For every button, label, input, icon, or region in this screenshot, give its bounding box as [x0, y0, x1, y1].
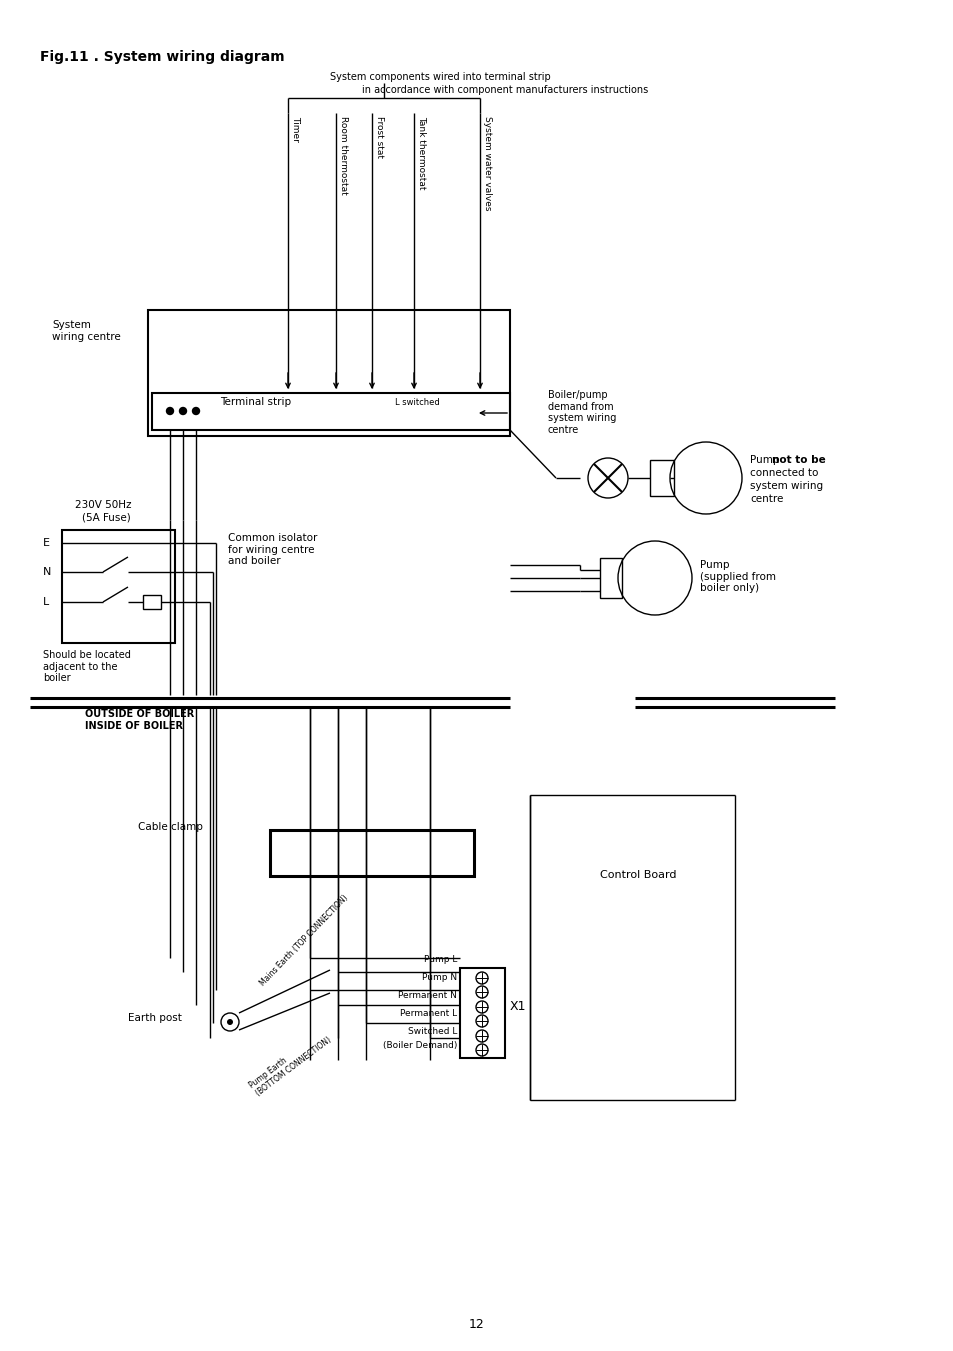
Bar [143, 594, 161, 609]
Bar [649, 459, 673, 496]
Bar [459, 969, 504, 1058]
Text: Control Board: Control Board [599, 870, 676, 880]
Text: Pump: Pump [749, 455, 781, 465]
Circle shape [193, 408, 199, 415]
Bar [270, 830, 474, 875]
Circle shape [167, 408, 173, 415]
Text: Permanent L: Permanent L [399, 1009, 456, 1019]
Text: X1: X1 [510, 1000, 526, 1013]
Text: (Boiler Demand): (Boiler Demand) [382, 1042, 456, 1050]
Text: Common isolator
for wiring centre
and boiler: Common isolator for wiring centre and bo… [228, 534, 317, 566]
Text: Timer: Timer [291, 116, 299, 142]
Text: Switched L: Switched L [407, 1027, 456, 1036]
Bar [62, 530, 174, 643]
Text: Room thermostat: Room thermostat [338, 116, 348, 195]
Bar [152, 393, 510, 430]
Text: N: N [43, 567, 51, 577]
Text: 12: 12 [469, 1319, 484, 1331]
Text: Pump Earth
(BOTTOM CONNECTION): Pump Earth (BOTTOM CONNECTION) [248, 1027, 333, 1098]
Text: Terminal strip: Terminal strip [220, 397, 291, 407]
Text: connected to: connected to [749, 467, 818, 478]
Text: in accordance with component manufacturers instructions: in accordance with component manufacture… [361, 85, 648, 95]
Text: Permanent N: Permanent N [397, 992, 456, 1000]
Text: OUTSIDE OF BOILER: OUTSIDE OF BOILER [85, 709, 194, 719]
Text: System water valves: System water valves [482, 116, 492, 211]
Text: Pump L: Pump L [423, 955, 456, 965]
Bar [599, 558, 621, 598]
Text: Fig.11 . System wiring diagram: Fig.11 . System wiring diagram [40, 50, 284, 63]
Text: system wiring: system wiring [749, 481, 822, 490]
Text: Should be located
adjacent to the
boiler: Should be located adjacent to the boiler [43, 650, 131, 684]
Circle shape [179, 408, 186, 415]
Circle shape [227, 1019, 233, 1025]
Text: 230V 50Hz: 230V 50Hz [75, 500, 132, 509]
Text: Mains Earth (TOP CONNECTION): Mains Earth (TOP CONNECTION) [257, 893, 350, 988]
Text: E: E [43, 538, 50, 549]
Text: Pump N: Pump N [421, 973, 456, 982]
Text: L switched: L switched [395, 399, 439, 407]
Text: System
wiring centre: System wiring centre [52, 320, 121, 342]
Text: Tank thermostat: Tank thermostat [416, 116, 426, 189]
Bar [148, 309, 510, 436]
Text: Cable clamp: Cable clamp [138, 821, 203, 832]
Text: Pump
(supplied from
boiler only): Pump (supplied from boiler only) [700, 561, 775, 593]
Text: System components wired into terminal strip: System components wired into terminal st… [330, 72, 550, 82]
Text: centre: centre [749, 494, 782, 504]
Text: L: L [43, 597, 50, 607]
Text: Earth post: Earth post [128, 1013, 182, 1023]
Text: (5A Fuse): (5A Fuse) [82, 513, 131, 523]
Text: not to be: not to be [771, 455, 825, 465]
Text: Frost stat: Frost stat [375, 116, 384, 158]
Text: Boiler/pump
demand from
system wiring
centre: Boiler/pump demand from system wiring ce… [547, 390, 616, 435]
Text: INSIDE OF BOILER: INSIDE OF BOILER [85, 721, 183, 731]
